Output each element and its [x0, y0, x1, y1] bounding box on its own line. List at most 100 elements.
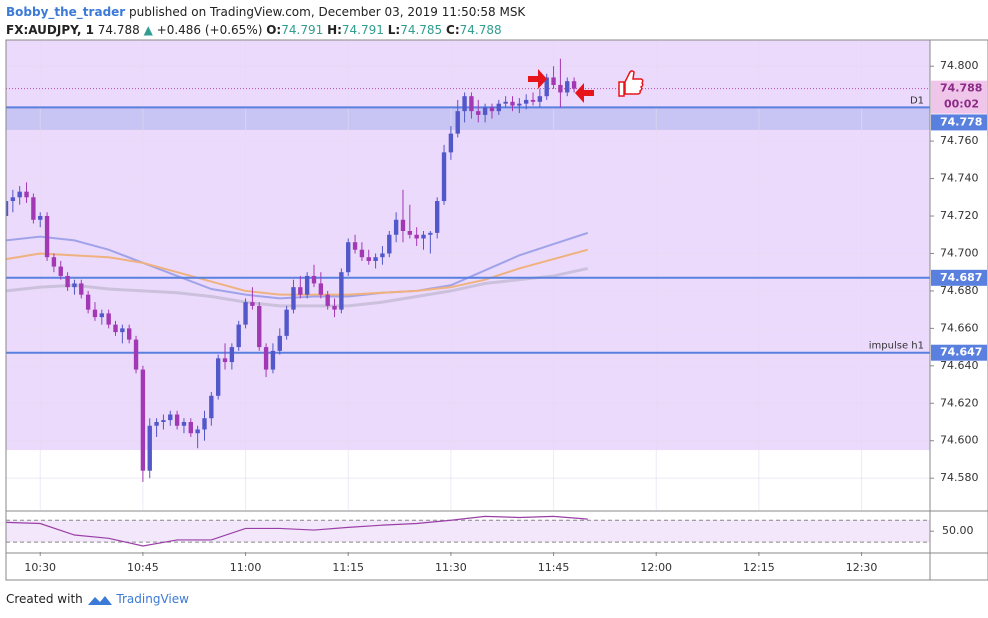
arrow-right [528, 69, 547, 89]
candle-body [154, 421, 159, 426]
candle-body [400, 219, 406, 231]
candle-body [65, 275, 70, 288]
level-name: impulse h1 [869, 341, 924, 352]
candle-body [565, 81, 570, 93]
candle-body [455, 111, 460, 134]
candle-body [168, 414, 173, 421]
candle-body [558, 84, 563, 93]
y-tick-label: 74.740 [940, 172, 979, 185]
candle-body [523, 99, 529, 104]
candle-body [517, 103, 522, 106]
y-tick-label: 74.760 [940, 134, 979, 147]
candle-body [304, 275, 310, 295]
candle-body [147, 425, 152, 471]
candle-body [236, 324, 241, 348]
x-tick-label: 12:30 [846, 561, 878, 574]
candle-body [435, 201, 440, 233]
osc-tick-label: 50.00 [942, 524, 974, 537]
y-tick-label: 74.660 [940, 321, 979, 334]
candle-body [530, 99, 536, 102]
x-tick-label: 12:15 [743, 561, 775, 574]
candle-body [551, 77, 556, 85]
candle-body [393, 219, 399, 235]
candle-body [311, 275, 317, 284]
d1-zone [6, 107, 930, 130]
y-tick-label: 74.600 [940, 434, 979, 447]
candle-body [414, 234, 419, 239]
l-label: L: [387, 23, 401, 37]
candle-body [10, 197, 16, 202]
candle-body [496, 103, 501, 112]
candle-body [373, 257, 378, 261]
candle-body [469, 96, 474, 112]
candle-body [58, 266, 63, 276]
level-tag-label: 74.778 [940, 115, 982, 128]
candle-body [346, 242, 351, 273]
candle-body [359, 249, 365, 258]
header: Bobby_the_trader published on TradingVie… [6, 3, 525, 39]
y-tick-label: 74.720 [940, 209, 979, 222]
candle-body [503, 101, 508, 104]
x-tick-label: 12:00 [640, 561, 672, 574]
candle-body [99, 313, 105, 318]
y-tick-label: 74.640 [940, 359, 979, 372]
candle-body [318, 283, 324, 295]
candle-body [476, 111, 481, 115]
candle-body [127, 328, 132, 340]
x-tick-label: 10:30 [24, 561, 56, 574]
countdown: 00:02 [944, 98, 979, 111]
last-price-tag [931, 80, 987, 114]
header-line: Bobby_the_trader published on TradingVie… [6, 3, 525, 21]
arrow-left [575, 83, 594, 103]
brand[interactable]: TradingView [116, 592, 189, 606]
y-tick-label: 74.620 [940, 396, 979, 409]
candle-body [428, 232, 433, 235]
candle-body [140, 369, 146, 471]
candle-body [161, 420, 166, 422]
last-price-label: 74.788 [940, 82, 982, 95]
c: 74.788 [459, 23, 502, 37]
candle-body [339, 272, 344, 310]
candle-body [571, 81, 577, 89]
candle-body [332, 305, 337, 310]
created: Created with [6, 592, 83, 606]
candle-body [229, 347, 235, 363]
candle-body [544, 77, 549, 97]
x-tick-label: 10:45 [127, 561, 159, 574]
h-label: H: [327, 23, 342, 37]
candle-body [222, 358, 228, 363]
candle-body [263, 347, 269, 370]
osc-band [6, 520, 930, 543]
candle-body [120, 328, 125, 333]
candle-body [537, 96, 543, 102]
candle-body [17, 191, 22, 198]
candle-body [366, 257, 371, 261]
logo [87, 595, 112, 605]
candle-body [352, 242, 358, 250]
candle-body [106, 313, 111, 325]
candle-body [462, 96, 467, 112]
level-tag [931, 269, 987, 286]
x-tick-label: 11:15 [332, 561, 364, 574]
author[interactable]: Bobby_the_trader [6, 5, 126, 19]
y-tick-label: 74.680 [940, 284, 979, 297]
candle-body [181, 421, 187, 426]
level-name: D1 [910, 95, 924, 106]
footer: Created with TradingView [6, 592, 189, 607]
candle-body [209, 395, 214, 419]
level-tag [931, 114, 987, 131]
candle-body [448, 133, 454, 153]
y-tick-label: 74.800 [940, 59, 979, 72]
candle-body [270, 350, 276, 370]
candle-body [387, 234, 392, 254]
candle-body [243, 302, 248, 325]
osc-line [6, 515, 588, 547]
y-tick-label: 74.580 [940, 471, 979, 484]
h: 74.791 [341, 23, 384, 37]
candle-body [24, 191, 29, 198]
candle-body [85, 294, 91, 310]
moving-average [6, 231, 589, 300]
candle-body [92, 309, 98, 318]
level-tag-label: 74.647 [940, 346, 982, 359]
